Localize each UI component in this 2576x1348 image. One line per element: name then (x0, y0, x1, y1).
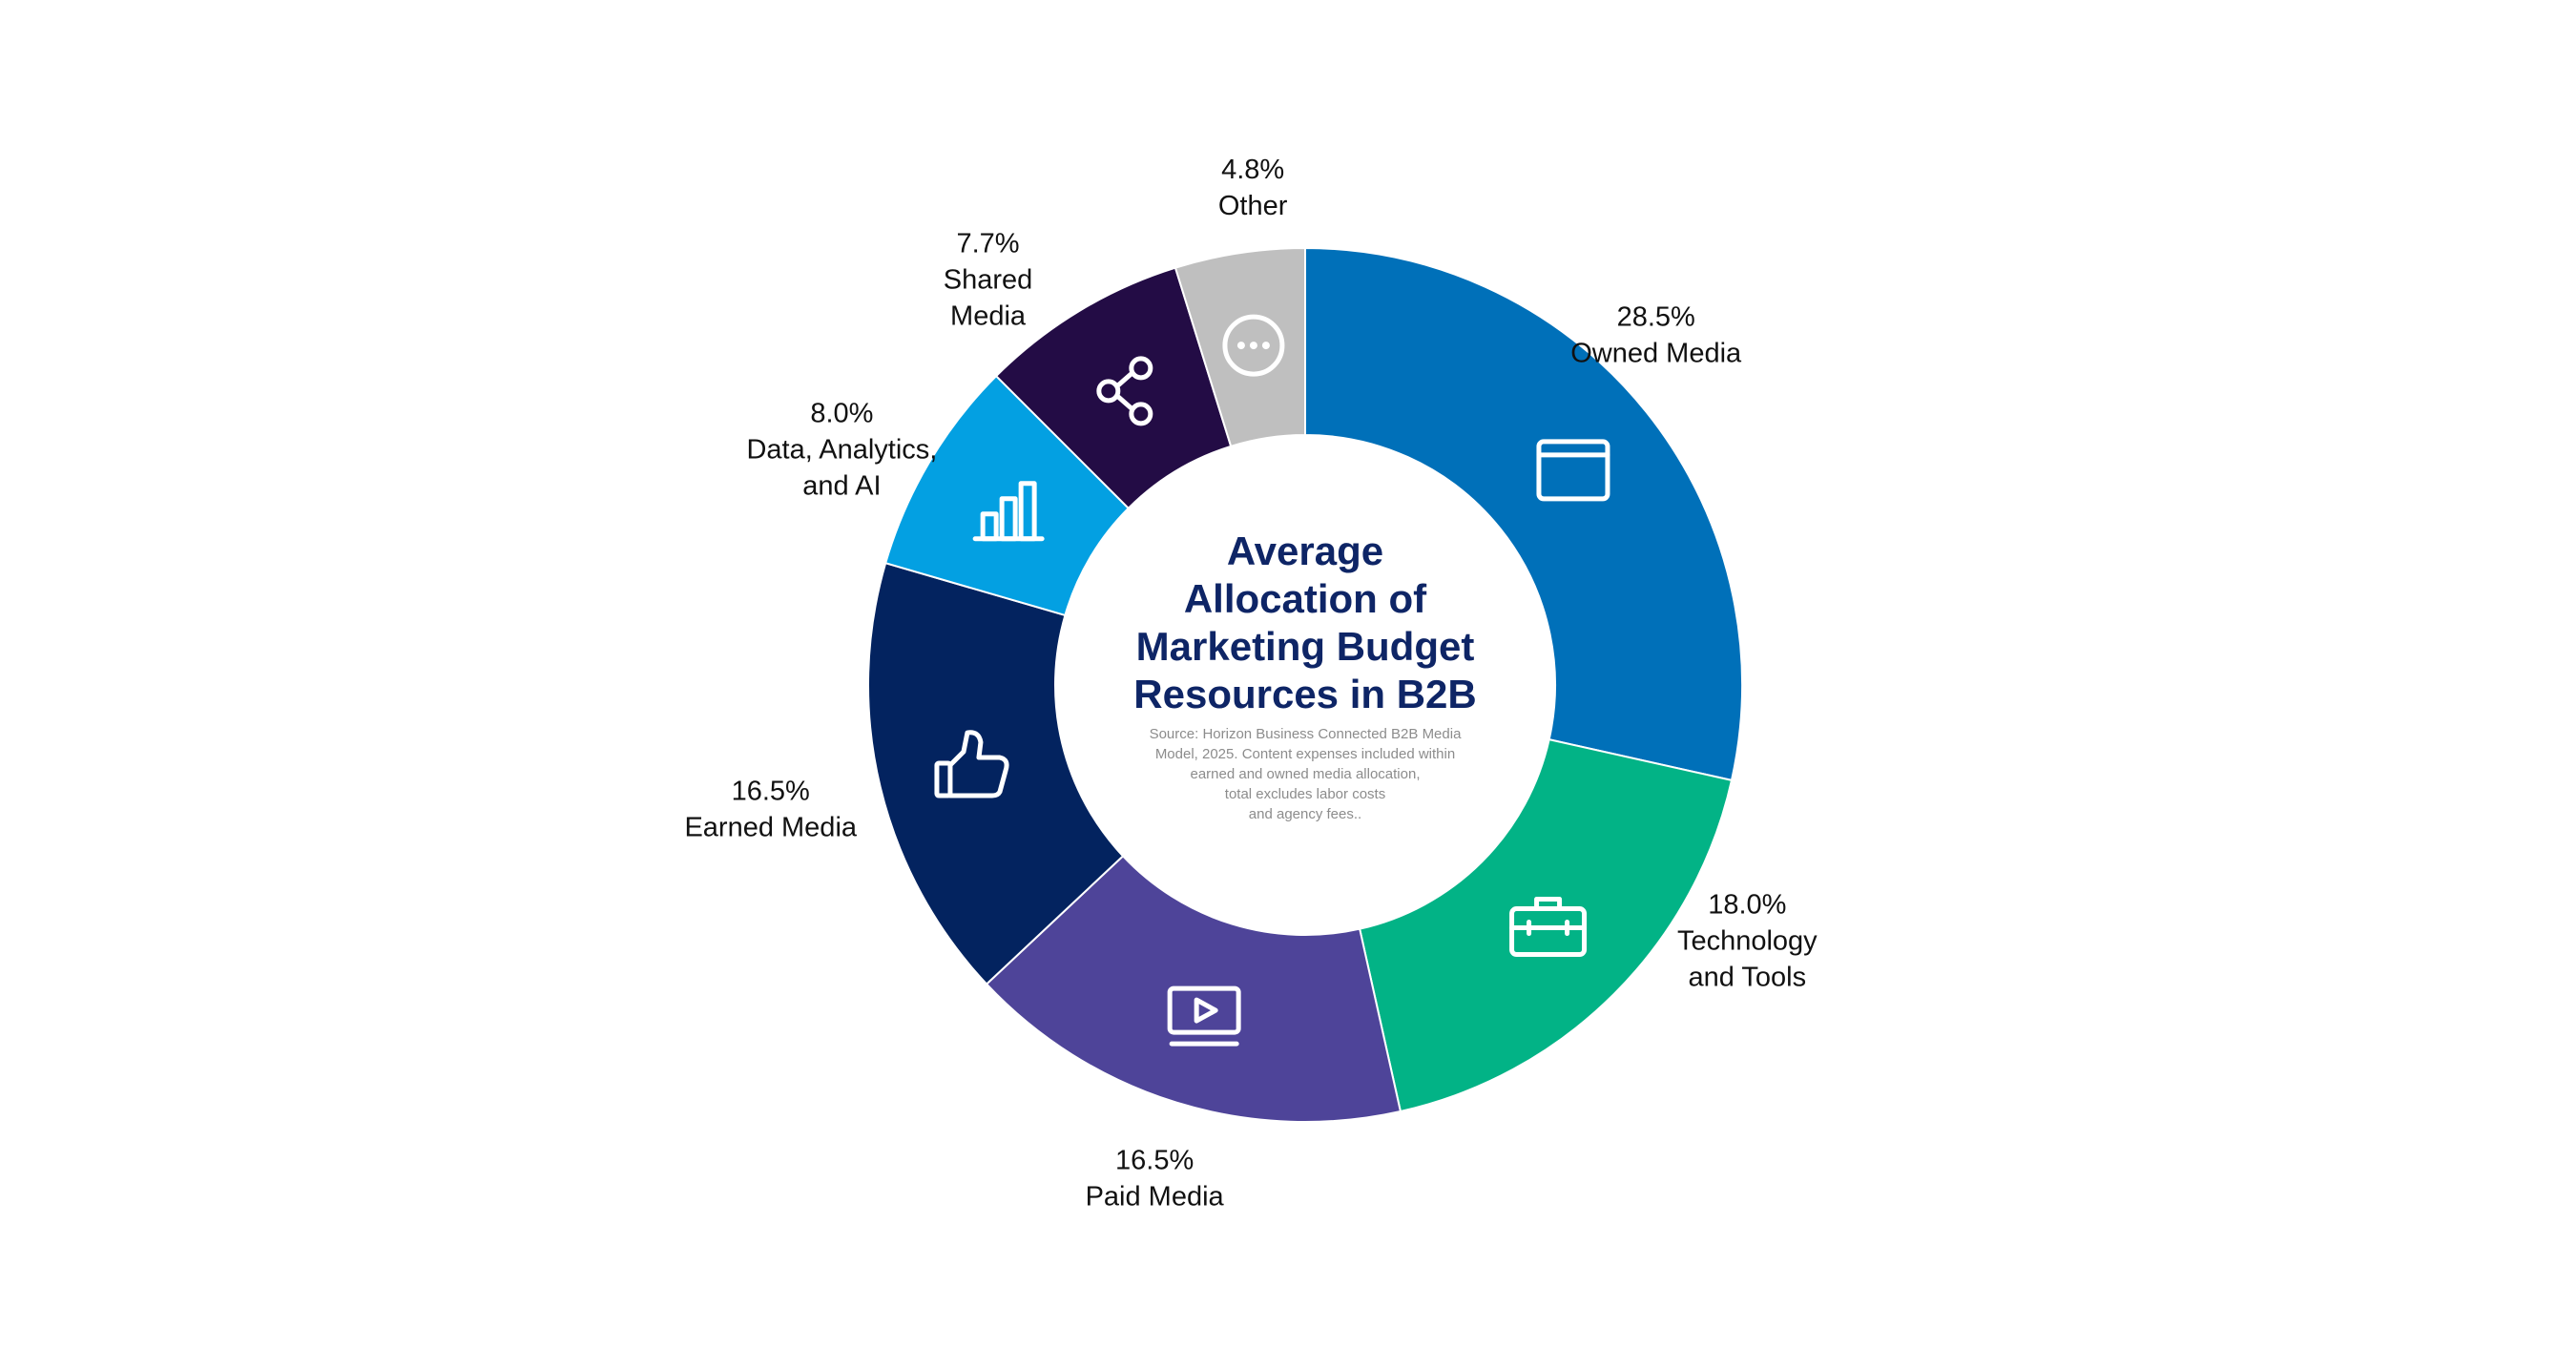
chart-source-line: Model, 2025. Content expenses included w… (1155, 746, 1455, 762)
label-text: Paid Media (1086, 1181, 1225, 1212)
label-text: Other (1218, 191, 1288, 221)
chart-source-line: Source: Horizon Business Connected B2B M… (1150, 726, 1463, 742)
bar-chart-icon (972, 481, 1045, 542)
share-icon (1096, 356, 1153, 426)
label-value: 7.7% (956, 228, 1019, 259)
label-text: Media (950, 301, 1027, 331)
chart-source-line: and agency fees.. (1249, 806, 1361, 822)
chart-source-line: earned and owned media allocation, (1190, 766, 1420, 782)
label-value: 8.0% (810, 399, 873, 429)
label-owned-media: 28.5% Owned Media (1570, 301, 1742, 368)
label-text: Data, Analytics, (746, 435, 937, 466)
chart-title-line: Allocation of (1184, 576, 1427, 621)
center-block: Average Allocation of Marketing Budget Reso… (1055, 435, 1555, 935)
toolbox-icon (1509, 897, 1588, 958)
label-text: Owned Media (1570, 338, 1742, 368)
chart-title: Average Allocation of Marketing Budget Reso… (1133, 529, 1476, 716)
chart-source-line: total excludes labor costs (1225, 786, 1385, 802)
slice-icons (934, 314, 1610, 1047)
chart-title-line: Resources in B2B (1133, 672, 1476, 716)
label-paid-media: 16.5% Paid Media (1086, 1145, 1225, 1212)
label-text: and Tools (1689, 963, 1807, 993)
label-text: Shared (944, 264, 1033, 295)
chart-title-line: Marketing Budget (1136, 624, 1475, 669)
label-value: 4.8% (1221, 155, 1284, 185)
chart-source-note: Source: Horizon Business Connected B2B M… (1150, 726, 1463, 822)
slice-earned-media (867, 561, 1125, 985)
label-shared-media: 7.7% Shared Media (944, 228, 1033, 331)
more-dots-icon (1222, 314, 1285, 377)
chart-title-line: Average (1227, 529, 1383, 573)
label-text: Earned Media (684, 812, 857, 842)
donut-hole (1055, 435, 1555, 935)
label-data-analytics-ai: 8.0% Data, Analytics, and AI (746, 399, 937, 502)
label-value: 16.5% (732, 776, 810, 806)
label-text: and AI (802, 471, 881, 502)
video-play-icon (1167, 985, 1241, 1047)
label-other: 4.8% Other (1218, 155, 1288, 221)
label-technology-and-tools: 18.0% Technology and Tools (1677, 890, 1818, 993)
slice-labels: 28.5% Owned Media 18.0% Technology and Tools… (684, 155, 1818, 1213)
thumbs-up-icon (934, 730, 1009, 798)
label-value: 16.5% (1115, 1145, 1194, 1175)
browser-window-icon (1536, 439, 1610, 502)
label-text: Technology (1677, 926, 1818, 957)
label-earned-media: 16.5% Earned Media (684, 776, 857, 842)
label-value: 18.0% (1708, 890, 1786, 921)
label-value: 28.5% (1617, 301, 1695, 332)
